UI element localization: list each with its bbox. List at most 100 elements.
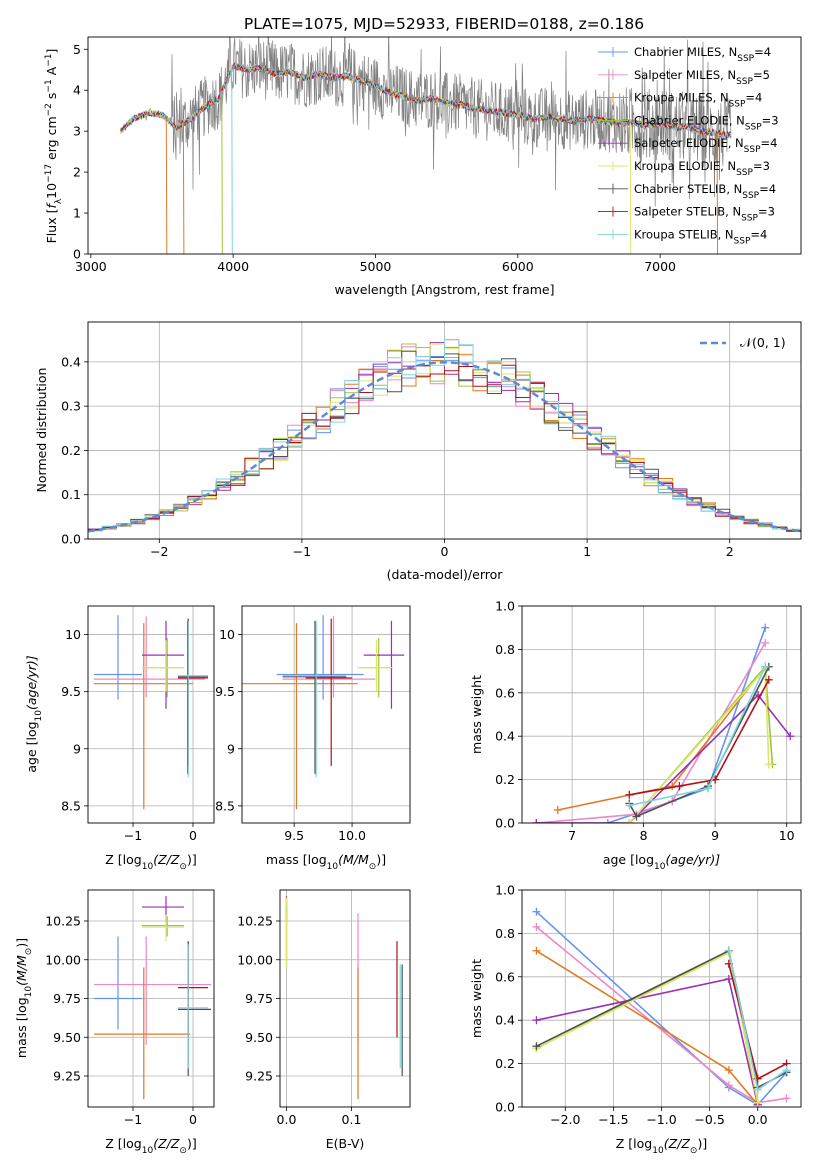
label-part: ⊙ bbox=[179, 1146, 187, 1156]
y-tick-label: 0.8 bbox=[495, 926, 515, 941]
label-part: 10 bbox=[654, 862, 666, 872]
y-tick-label: 9 bbox=[227, 741, 235, 756]
mass-weight-vs-z-panel: −2.0 −1.5 −1.0 −0.5 0.0 0.0 0.2 0.4 0.6 0.8 1.0 Z [… bbox=[469, 883, 802, 1156]
x-tick-label: 7 bbox=[568, 828, 576, 843]
label-part: Salpeter STELIB, N bbox=[634, 205, 741, 219]
legend-entry: Kroupa ELODIE, NSSP=3 bbox=[634, 159, 770, 178]
x-tick-label: −1.5 bbox=[598, 1112, 628, 1127]
label-part: 10 bbox=[652, 1146, 664, 1156]
mass-weight-line bbox=[536, 693, 791, 823]
label-part: 10 bbox=[327, 862, 339, 872]
y-tick-label: 0.3 bbox=[61, 399, 81, 414]
legend-entry: Chabrier ELODIE, NSSP=3 bbox=[634, 113, 779, 132]
label-part: )] bbox=[187, 1136, 197, 1151]
y-tick-label: 9.75 bbox=[53, 991, 81, 1006]
x-tick-label: 5000 bbox=[360, 259, 392, 274]
legend-entry: Kroupa MILES, NSSP=4 bbox=[634, 91, 762, 110]
figure-title: PLATE=1075, MJD=52933, FIBERID=0188, z=0… bbox=[244, 15, 644, 33]
mass-weight-line bbox=[535, 926, 787, 1104]
frame: −1 0 8.5 9 9.5 10 bbox=[61, 605, 215, 843]
gaussian-reference-line bbox=[88, 361, 801, 533]
label-part: −1 bbox=[44, 79, 54, 92]
label-part: s bbox=[44, 93, 59, 104]
spectrum-panel: 3000 4000 5000 6000 7000 0 1 2 3 4 5 wavelength [An… bbox=[44, 36, 802, 297]
label-part: ] bbox=[44, 49, 59, 54]
y-tick-label: 1.0 bbox=[495, 883, 515, 898]
label-part: )] bbox=[14, 938, 29, 948]
label-part: =3 bbox=[758, 205, 775, 219]
y-tick-label: 10 bbox=[219, 627, 235, 642]
y-tick-label: 9.5 bbox=[61, 684, 81, 699]
axes-frame bbox=[87, 605, 215, 824]
x-tick-label: 1 bbox=[583, 544, 591, 559]
model-spectrum-line bbox=[120, 62, 732, 138]
label-part: =4 bbox=[750, 227, 767, 241]
mask-drop-line bbox=[182, 122, 185, 254]
x-tick-label: 10 bbox=[779, 828, 795, 843]
label-part: =5 bbox=[753, 68, 770, 82]
label-part: erg cm bbox=[44, 116, 59, 164]
label-part: age [log bbox=[603, 852, 654, 867]
label-part: =4 bbox=[759, 182, 776, 196]
label-part: Chabrier STELIB, N bbox=[634, 182, 742, 196]
y-tick-label: 9.50 bbox=[245, 1030, 273, 1045]
mass-vs-ebv-panel: 0.0 0.1 9.25 9.50 9.75 10.00 10.25 E(B-V) bbox=[237, 889, 411, 1151]
y-axis-label: mass [log10(M/M⊙)] bbox=[14, 938, 34, 1058]
histogram-panel: −2 −1 0 1 2 0.0 0.1 0.2 0.3 0.4 (data-model)/error… bbox=[34, 321, 802, 582]
x-tick-label: 2 bbox=[726, 544, 734, 559]
label-part: =3 bbox=[762, 113, 779, 127]
label-part: Chabrier ELODIE, N bbox=[634, 113, 745, 127]
legend-entry: Chabrier STELIB, NSSP=4 bbox=[634, 182, 776, 201]
legend-entry: Salpeter ELODIE, NSSP=4 bbox=[634, 136, 777, 155]
label-part: SSP bbox=[729, 100, 746, 110]
label-part: ⊙ bbox=[24, 948, 34, 956]
plot-area bbox=[88, 339, 801, 533]
x-axis-label: (data-model)/error bbox=[387, 567, 504, 582]
axes-frame bbox=[521, 605, 802, 824]
label-part: (Z/Z bbox=[153, 852, 180, 867]
x-axis-label: wavelength [Angstrom, rest frame] bbox=[334, 282, 554, 297]
label-part: SSP bbox=[741, 214, 758, 224]
label-part: )] bbox=[697, 1136, 707, 1151]
label-part: SSP bbox=[736, 168, 753, 178]
x-tick-label: −1 bbox=[124, 1112, 142, 1127]
label-part: Flux [ bbox=[44, 209, 59, 244]
histogram-step-line bbox=[88, 339, 801, 532]
x-tick-label: 6000 bbox=[502, 259, 534, 274]
x-tick-label: 0.1 bbox=[342, 1112, 362, 1127]
axes-frame bbox=[279, 889, 411, 1108]
x-tick-label: 8 bbox=[640, 828, 648, 843]
y-tick-label: 10 bbox=[65, 627, 81, 642]
plot-area bbox=[242, 615, 405, 810]
x-tick-label: 0 bbox=[189, 828, 197, 843]
label-part: Kroupa STELIB, N bbox=[634, 227, 734, 241]
y-tick-label: 8.5 bbox=[215, 798, 235, 813]
label-part: =4 bbox=[754, 45, 771, 59]
x-tick-label: −2.0 bbox=[550, 1112, 580, 1127]
y-axis-label: mass weight bbox=[469, 959, 484, 1038]
label-part: 10 bbox=[142, 1146, 154, 1156]
label-part: =3 bbox=[753, 159, 770, 173]
x-tick-label: 0.0 bbox=[277, 1112, 297, 1127]
y-tick-label: 0.2 bbox=[495, 772, 515, 787]
y-tick-label: 9.25 bbox=[245, 1069, 273, 1084]
label-part: Z [log bbox=[105, 852, 141, 867]
y-tick-label: 0.1 bbox=[61, 487, 81, 502]
label-part: Kroupa MILES, N bbox=[634, 91, 729, 105]
label-part: λ bbox=[54, 198, 64, 204]
axes-frame bbox=[87, 889, 215, 1108]
y-tick-label: 9.25 bbox=[53, 1069, 81, 1084]
label-part: Salpeter MILES, N bbox=[634, 68, 736, 82]
axes-frame bbox=[87, 36, 802, 255]
x-axis-label: mass [log10(M/M⊙)] bbox=[266, 852, 386, 872]
plot-area bbox=[532, 623, 795, 823]
y-axis-label: mass weight bbox=[469, 675, 484, 754]
label-part: f bbox=[44, 203, 59, 209]
x-tick-label: −1 bbox=[293, 544, 311, 559]
mass-weight-line bbox=[628, 666, 770, 818]
